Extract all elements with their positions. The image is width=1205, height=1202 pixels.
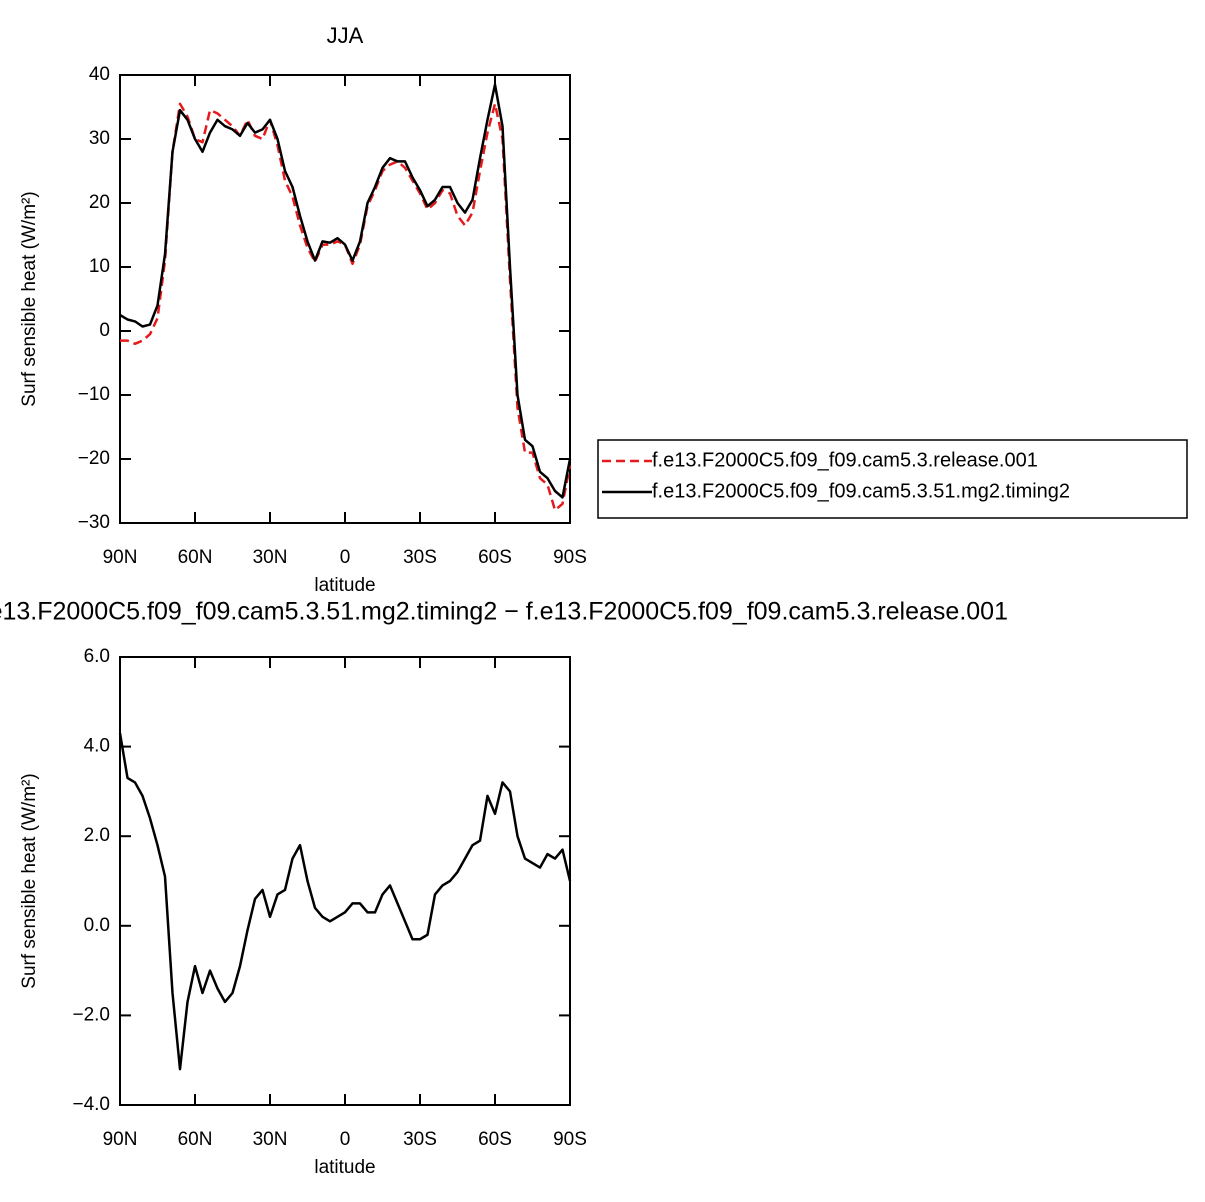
x-tick-label: 90N [103,1129,138,1150]
data-line [119,83,572,499]
x-tick-label: 90N [103,547,138,568]
x-tick-label: 30N [253,547,288,568]
x-axis-label: latitude [314,575,375,596]
x-axis-label: latitude [314,1157,375,1178]
x-tick-label: 30N [253,1129,288,1150]
y-tick-label: −30 [78,512,110,533]
y-tick-label: 30 [89,128,110,149]
legend-label: f.e13.F2000C5.f09_f09.cam5.3.51.mg2.timi… [652,480,1070,502]
x-tick-label: 60S [478,1129,512,1150]
data-line [120,102,572,512]
x-tick-label: 30S [403,1129,437,1150]
y-tick-label: 40 [89,64,110,85]
legend-label: f.e13.F2000C5.f09_f09.cam5.3.release.001 [652,449,1038,471]
x-tick-label: 0 [340,547,351,568]
x-tick-label: 90S [553,1129,587,1150]
x-tick-label: 60S [478,547,512,568]
y-tick-label: 0.0 [84,915,110,936]
x-tick-label: 90S [553,547,587,568]
y-tick-label: −10 [78,384,110,405]
chart-title: f.e13.F2000C5.f09_f09.cam5.3.51.mg2.timi… [0,598,1008,626]
y-tick-label: 20 [89,192,110,213]
y-tick-label: 6.0 [84,646,110,667]
x-tick-label: 60N [178,547,213,568]
x-tick-label: 0 [340,1129,351,1150]
y-tick-label: −20 [78,448,110,469]
chart-title: JJA [327,23,364,48]
y-tick-label: 2.0 [84,825,110,846]
y-tick-label: 0 [99,320,110,341]
y-tick-label: 10 [89,256,110,277]
x-tick-label: 60N [178,1129,213,1150]
y-axis-label: Surf sensible heat (W/m²) [19,773,40,988]
x-tick-label: 30S [403,547,437,568]
y-tick-label: −2.0 [72,1004,110,1025]
y-axis-label: Surf sensible heat (W/m²) [19,191,40,406]
plot-frame [119,656,571,1106]
data-line [118,732,572,1071]
y-tick-label: 4.0 [84,736,110,757]
legend-box [597,439,1188,519]
y-tick-label: −4.0 [72,1094,110,1115]
